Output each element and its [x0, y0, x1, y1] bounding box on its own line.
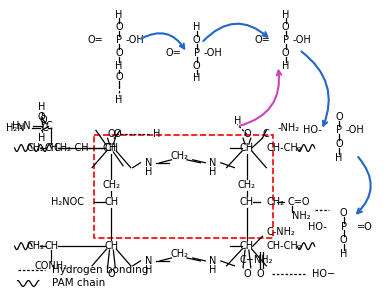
Text: HO−: HO−	[312, 269, 335, 279]
Text: O: O	[257, 269, 264, 279]
Text: O: O	[115, 48, 123, 58]
Text: -OH: -OH	[126, 35, 145, 45]
Text: CH: CH	[104, 197, 118, 207]
Text: H: H	[193, 22, 200, 32]
Text: O: O	[40, 115, 47, 124]
Text: H: H	[209, 167, 217, 177]
Text: =O: =O	[357, 222, 373, 232]
Text: P: P	[194, 48, 200, 58]
Text: CH₂: CH₂	[266, 197, 284, 207]
Text: -OH: -OH	[292, 35, 311, 45]
Text: C−NH₂: C−NH₂	[240, 255, 273, 265]
Text: H: H	[145, 265, 152, 275]
Bar	[94, 135, 273, 238]
Text: N: N	[209, 158, 217, 168]
Text: -OH: -OH	[203, 48, 222, 58]
Text: CH₂-CH-: CH₂-CH-	[53, 143, 93, 153]
Text: H₂NOC: H₂NOC	[51, 197, 84, 207]
Text: O: O	[115, 22, 123, 32]
Text: O: O	[193, 35, 200, 45]
Text: CH₂: CH₂	[102, 180, 120, 190]
Text: CH₂: CH₂	[238, 180, 256, 190]
Text: CONH₂: CONH₂	[35, 261, 68, 271]
Text: C: C	[45, 122, 52, 131]
Text: CH: CH	[240, 241, 254, 251]
Text: O=: O=	[88, 35, 103, 45]
Text: O: O	[282, 48, 289, 58]
Text: H: H	[38, 133, 45, 143]
Text: O: O	[335, 139, 343, 149]
Text: H: H	[335, 153, 343, 163]
Text: CH₂: CH₂	[26, 241, 44, 251]
Text: O: O	[340, 235, 348, 245]
Text: O: O	[38, 112, 45, 122]
Text: C=O: C=O	[288, 197, 310, 207]
Text: H: H	[116, 61, 123, 70]
Text: CH: CH	[104, 241, 118, 251]
Text: -NH₂: -NH₂	[278, 123, 300, 134]
Text: O: O	[340, 208, 348, 218]
Text: -OH: -OH	[346, 125, 365, 135]
Text: P: P	[283, 35, 289, 45]
Text: P: P	[116, 35, 122, 45]
Text: CH₂: CH₂	[170, 151, 188, 161]
Text: O: O	[107, 269, 115, 279]
Text: CH-CH₂: CH-CH₂	[266, 241, 302, 251]
Text: CH-CH₂: CH-CH₂	[266, 143, 302, 153]
Text: HO-: HO-	[308, 222, 326, 232]
Text: P: P	[341, 222, 347, 232]
Text: H₂N: H₂N	[13, 122, 31, 131]
Text: CH: CH	[102, 143, 116, 153]
Text: H: H	[282, 61, 289, 70]
Text: H: H	[38, 102, 45, 112]
Text: O: O	[193, 61, 200, 70]
Text: C-NH₂: C-NH₂	[266, 227, 295, 237]
Text: PAM chain: PAM chain	[53, 278, 105, 289]
Text: N: N	[209, 256, 217, 266]
Text: O=: O=	[165, 48, 181, 58]
Text: CH: CH	[44, 143, 58, 153]
Text: CH₂: CH₂	[170, 249, 188, 259]
Text: C: C	[41, 123, 48, 134]
Text: NH₂: NH₂	[292, 211, 311, 221]
Text: CH: CH	[44, 241, 58, 251]
Text: H: H	[234, 116, 241, 126]
Text: H: H	[116, 95, 123, 105]
Text: CH: CH	[104, 143, 118, 153]
Text: O: O	[113, 129, 121, 139]
Text: O: O	[243, 269, 251, 279]
Text: CH: CH	[240, 197, 254, 207]
Text: P: P	[336, 125, 342, 135]
Text: O: O	[107, 129, 115, 139]
Text: H: H	[193, 74, 200, 83]
Text: CH: CH	[240, 143, 254, 153]
Text: CH₂: CH₂	[26, 143, 44, 153]
Text: O: O	[243, 129, 251, 139]
Text: H: H	[282, 10, 289, 20]
Text: N: N	[145, 256, 152, 266]
Text: O=: O=	[254, 35, 270, 45]
Text: O: O	[335, 112, 343, 122]
Text: H: H	[209, 265, 217, 275]
Text: O: O	[115, 72, 123, 82]
Text: HO-: HO-	[303, 125, 321, 135]
Text: H: H	[116, 10, 123, 20]
Text: H: H	[153, 129, 161, 139]
Text: O: O	[282, 22, 289, 32]
Text: N: N	[145, 158, 152, 168]
Text: H: H	[340, 249, 347, 259]
Text: H: H	[145, 167, 152, 177]
Text: H₂N: H₂N	[5, 123, 24, 134]
Text: C: C	[263, 129, 270, 139]
Text: Hydrogen bonding: Hydrogen bonding	[53, 265, 149, 275]
